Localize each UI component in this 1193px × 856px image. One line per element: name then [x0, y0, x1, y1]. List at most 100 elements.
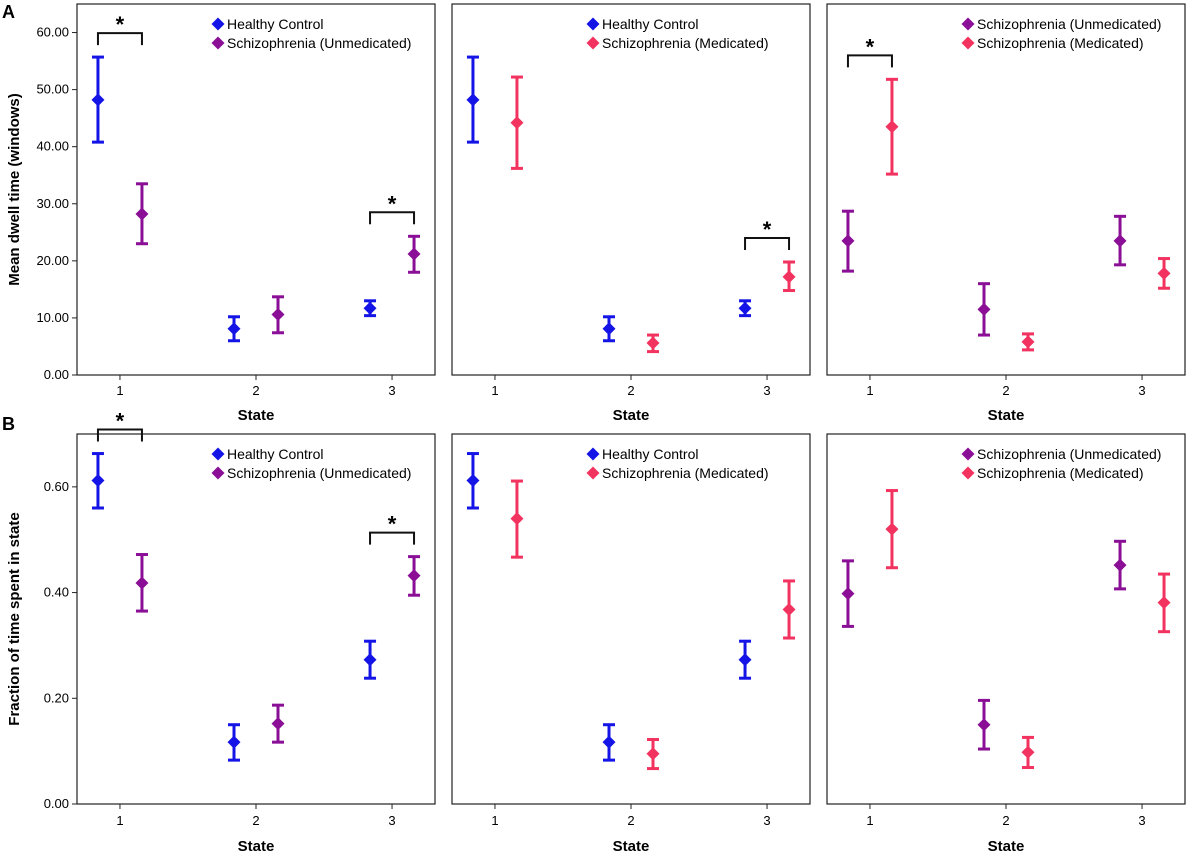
chart-panel-4: 1 2 3 State Healthy Control Schizophrenia (Me…	[451, 433, 811, 855]
mean-marker	[510, 512, 524, 526]
x-axis-title: State	[238, 407, 275, 424]
mean-marker	[977, 718, 991, 732]
x-tick-label: 1	[491, 383, 498, 398]
mean-marker	[738, 301, 752, 315]
plot-frame	[826, 433, 1186, 805]
x-tick-label: 2	[252, 383, 259, 398]
y-tick-label: 20.00	[36, 253, 69, 268]
significance-star: *	[763, 217, 772, 242]
y-tick-label: 30.00	[36, 196, 69, 211]
y-tick-label: 0.60	[44, 479, 69, 494]
chart-panel-3: 0.00 0.20 0.40 0.60 Fraction of time spent i…	[6, 409, 436, 855]
legend-marker	[961, 447, 975, 461]
mean-marker	[1157, 266, 1171, 280]
plot-frame	[451, 3, 811, 376]
legend-label: Healthy Control	[602, 446, 699, 462]
significance-bracket	[96, 428, 143, 442]
x-tick-label: 2	[252, 813, 259, 828]
x-tick-label: 1	[116, 383, 123, 398]
mean-marker	[407, 247, 421, 261]
x-tick-label: 2	[1002, 813, 1009, 828]
x-tick-label: 3	[388, 383, 395, 398]
panel-label-a: A	[2, 2, 15, 22]
x-tick-label: 2	[627, 383, 634, 398]
x-tick-label: 3	[763, 813, 770, 828]
y-axis-title: Fraction of time spent in state	[6, 512, 23, 725]
legend-label: Schizophrenia (Medicated)	[602, 35, 769, 51]
legend-marker	[211, 36, 225, 50]
mean-marker	[1113, 234, 1127, 248]
x-tick-label: 3	[1138, 813, 1145, 828]
legend-marker	[961, 466, 975, 480]
legend-label: Schizophrenia (Unmedicated)	[227, 465, 411, 481]
mean-marker	[885, 522, 899, 536]
significance-star: *	[388, 512, 397, 537]
mean-marker	[1113, 558, 1127, 572]
mean-marker	[271, 307, 285, 321]
legend-marker	[211, 447, 225, 461]
mean-marker	[91, 474, 105, 488]
y-tick-label: 0.20	[44, 690, 69, 705]
significance-bracket	[744, 236, 791, 250]
mean-marker	[782, 270, 796, 284]
x-axis-title: State	[988, 838, 1025, 855]
mean-marker	[1021, 335, 1035, 349]
mean-marker	[782, 602, 796, 616]
legend-marker	[586, 36, 600, 50]
mean-marker	[602, 322, 616, 336]
chart-panel-5: 1 2 3 State Schizophrenia (Unmedicated) Schiz…	[826, 433, 1186, 855]
x-axis-title: State	[238, 838, 275, 855]
legend-label: Schizophrenia (Unmedicated)	[977, 446, 1161, 462]
mean-marker	[363, 653, 377, 667]
x-tick-label: 3	[763, 383, 770, 398]
x-axis-title: State	[613, 407, 650, 424]
mean-marker	[885, 120, 899, 134]
mean-marker	[135, 207, 149, 221]
legend-label: Healthy Control	[227, 16, 324, 32]
legend-marker	[586, 17, 600, 31]
chart-panel-1: 1 2 3 State * Healthy Control Schizophrenia (M…	[451, 3, 811, 424]
legend-label: Schizophrenia (Unmedicated)	[977, 16, 1161, 32]
mean-marker	[135, 576, 149, 590]
x-tick-label: 2	[1002, 383, 1009, 398]
mean-marker	[363, 301, 377, 315]
plot-frame	[76, 433, 436, 805]
x-axis-title: State	[613, 838, 650, 855]
plot-frame	[826, 3, 1186, 376]
significance-bracket	[846, 54, 893, 68]
y-tick-label: 40.00	[36, 139, 69, 154]
mean-marker	[227, 735, 241, 749]
mean-marker	[602, 735, 616, 749]
significance-star: *	[866, 34, 875, 59]
legend-marker	[211, 466, 225, 480]
plot-frame	[76, 3, 436, 376]
significance-bracket	[369, 211, 416, 225]
mean-marker	[646, 336, 660, 350]
significance-bracket	[369, 531, 416, 545]
y-tick-label: 10.00	[36, 310, 69, 325]
mean-marker	[510, 116, 524, 130]
x-tick-label: 1	[491, 813, 498, 828]
mean-marker	[466, 93, 480, 107]
x-tick-label: 1	[866, 813, 873, 828]
legend-marker	[211, 17, 225, 31]
y-tick-label: 0.00	[44, 796, 69, 811]
y-tick-label: 0.00	[44, 367, 69, 382]
legend-label: Schizophrenia (Medicated)	[602, 465, 769, 481]
mean-marker	[738, 653, 752, 667]
mean-marker	[1021, 745, 1035, 759]
mean-marker	[91, 93, 105, 107]
legend-label: Healthy Control	[602, 16, 699, 32]
mean-marker	[271, 717, 285, 731]
mean-marker	[646, 747, 660, 761]
mean-marker	[1157, 596, 1171, 610]
x-tick-label: 1	[866, 383, 873, 398]
mean-marker	[407, 569, 421, 583]
legend-label: Schizophrenia (Unmedicated)	[227, 35, 411, 51]
x-tick-label: 2	[627, 813, 634, 828]
legend-label: Schizophrenia (Medicated)	[977, 465, 1144, 481]
significance-star: *	[116, 12, 125, 37]
legend-marker	[586, 447, 600, 461]
